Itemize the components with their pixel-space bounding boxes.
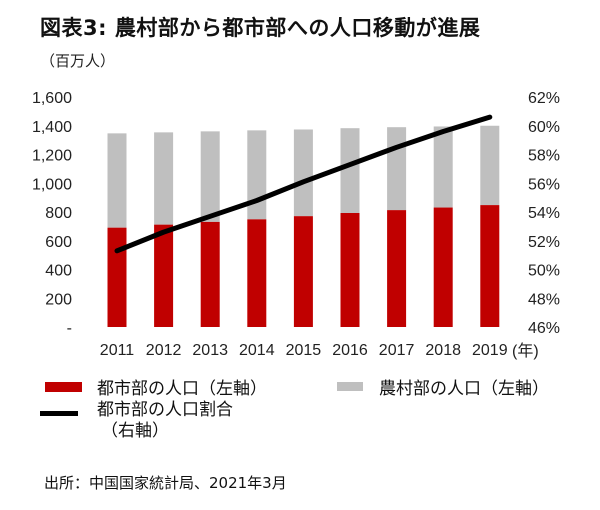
bar-rural-2018 [433, 126, 453, 208]
left-tick-label: 1,600 [32, 90, 72, 107]
right-tick-label: 52% [528, 234, 560, 251]
legend-swatch-grey [337, 382, 363, 391]
bar-urban-2014 [247, 219, 267, 327]
left-axis-unit-label: （百万人） [40, 52, 116, 70]
left-axis-ticks: - 200 400 600 800 1,000 1,200 1,400 1,600 [32, 90, 72, 337]
bar-rural-2011 [107, 133, 127, 228]
right-tick-label: 60% [528, 119, 560, 136]
left-tick-label: 600 [45, 234, 72, 251]
right-tick-label: 62% [528, 90, 560, 107]
right-tick-label: 56% [528, 176, 560, 193]
bar-rural-2012 [154, 132, 174, 225]
bar-urban-2015 [293, 216, 313, 327]
source-note: 出所：中国国家統計局、2021年3月 [44, 474, 287, 492]
left-tick-label: 400 [45, 263, 72, 280]
legend-item-rural-population: 農村部の人口（左軸） [337, 374, 549, 399]
bar-rural-2016 [340, 128, 360, 214]
x-tick-label: 2015 [286, 342, 322, 359]
legend-label: 都市部の人口割合 （右軸） [97, 400, 233, 442]
left-tick-label: 200 [45, 291, 72, 308]
legend-label: 都市部の人口（左軸） [97, 379, 267, 399]
right-tick-label: 50% [528, 263, 560, 280]
right-tick-label: 54% [528, 205, 560, 222]
bar-rural-2014 [247, 130, 267, 220]
left-tick-label: - [67, 320, 72, 337]
bar-urban-2016 [340, 213, 360, 327]
legend-label-line2: （右軸） [101, 421, 169, 441]
x-tick-label: 2019 [472, 342, 508, 359]
x-tick-label: 2011 [100, 342, 135, 359]
left-tick-label: 1,000 [32, 176, 72, 193]
x-axis-ticks: 2011 2012 2013 2014 2015 2016 2017 2018 2019 [100, 342, 508, 359]
right-tick-label: 58% [528, 148, 560, 165]
x-axis-unit-label: (年) [512, 342, 539, 360]
bar-urban-2019 [480, 205, 500, 327]
legend-item-urban-population: 都市部の人口（左軸） [45, 374, 267, 399]
bar-urban-2012 [154, 224, 174, 327]
x-tick-label: 2013 [192, 342, 228, 359]
legend-item-urban-ratio: 都市部の人口割合 （右軸） [40, 400, 233, 442]
legend-label: 農村部の人口（左軸） [379, 379, 549, 399]
x-tick-label: 2014 [239, 342, 275, 359]
bar-rural-2019 [480, 125, 500, 206]
right-axis-ticks: 46% 48% 50% 52% 54% 56% 58% 60% 62% [528, 90, 560, 337]
legend-swatch-red [45, 381, 82, 392]
bar-urban-2013 [200, 221, 220, 327]
bar-urban-2011 [107, 227, 127, 327]
line-group [114, 114, 493, 254]
right-tick-label: 48% [528, 291, 560, 308]
bar-rural-2017 [387, 127, 407, 211]
x-tick-label: 2012 [146, 342, 182, 359]
legend-swatch-line [40, 411, 78, 416]
right-tick-label: 46% [528, 320, 560, 337]
bars-group [107, 125, 500, 327]
left-tick-label: 1,400 [32, 119, 72, 136]
x-tick-label: 2017 [379, 342, 415, 359]
x-tick-label: 2016 [332, 342, 368, 359]
bar-urban-2018 [433, 207, 453, 327]
left-tick-label: 1,200 [32, 148, 72, 165]
bar-rural-2013 [200, 131, 220, 222]
chart-title: 図表3: 農村部から都市部への人口移動が進展 [40, 16, 481, 40]
left-tick-label: 800 [45, 205, 72, 222]
x-tick-label: 2018 [425, 342, 461, 359]
bar-urban-2017 [387, 210, 407, 327]
chart-plot: - 200 400 600 800 1,000 1,200 1,400 1,600 46% 48%… [32, 90, 560, 360]
bar-rural-2015 [293, 129, 313, 217]
legend-label-line1: 都市部の人口割合 [97, 400, 233, 420]
